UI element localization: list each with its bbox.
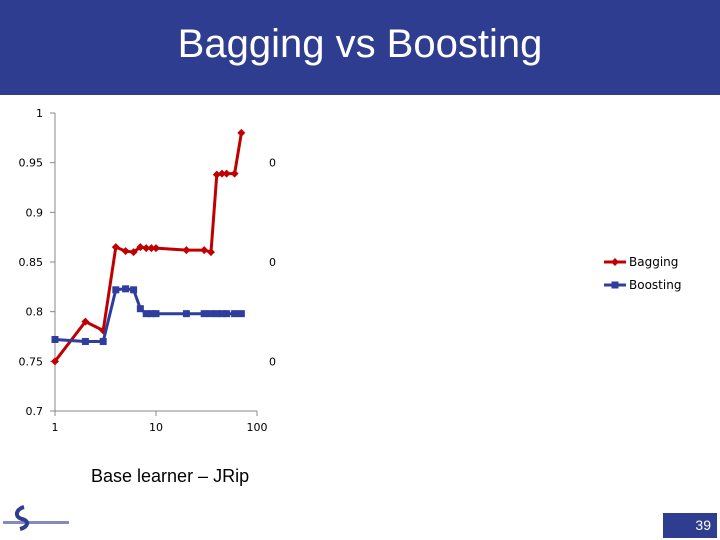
data-point xyxy=(218,310,226,318)
data-point xyxy=(223,310,231,318)
data-point xyxy=(81,337,89,345)
data-point xyxy=(130,286,138,294)
data-point xyxy=(136,243,145,252)
slide-header xyxy=(0,0,720,95)
chart-series xyxy=(51,128,246,366)
data-point xyxy=(152,244,160,253)
data-point xyxy=(200,246,209,255)
data-point xyxy=(206,248,215,257)
data-point xyxy=(142,244,151,253)
chart-legend: Bagging Boosting xyxy=(604,255,681,292)
data-point xyxy=(51,335,59,343)
data-point xyxy=(122,285,130,293)
data-point xyxy=(142,310,150,318)
data-point xyxy=(147,310,155,318)
data-point xyxy=(136,305,144,313)
data-point xyxy=(182,310,190,318)
data-point xyxy=(237,128,246,137)
y-tick-label: 0.8 xyxy=(26,306,44,319)
slide-caption: Base learner – JRip xyxy=(91,466,250,486)
data-point xyxy=(129,248,138,257)
secondary-axis-label: 0 xyxy=(269,157,276,170)
page-number: 39 xyxy=(695,517,711,533)
data-point xyxy=(111,243,120,252)
x-tick-label: 1 xyxy=(52,421,59,434)
page-number-badge: 39 xyxy=(663,513,717,538)
y-tick-label: 0.7 xyxy=(26,405,44,418)
legend-marker xyxy=(611,281,619,289)
secondary-axis-label: 0 xyxy=(269,256,276,269)
data-point xyxy=(51,357,59,366)
data-point xyxy=(212,170,221,179)
data-point xyxy=(121,247,130,256)
x-tick-label: 10 xyxy=(149,421,163,434)
data-point xyxy=(213,310,221,318)
university-logo xyxy=(3,505,69,531)
legend-marker xyxy=(611,258,619,266)
legend-label: Boosting xyxy=(629,278,681,292)
data-point xyxy=(112,286,120,294)
x-tick-label: 100 xyxy=(247,421,268,434)
data-point xyxy=(230,169,239,178)
data-point xyxy=(237,310,245,318)
slide-title: Bagging vs Boosting xyxy=(177,22,543,66)
data-point xyxy=(152,310,160,318)
data-point xyxy=(231,310,239,318)
data-point xyxy=(207,310,215,318)
chart-axes: 0.7 0.75 0.8 0.85 0.9 0.95 1 1 10 100 0 0 0 xyxy=(19,107,277,434)
secondary-axis-label: 0 xyxy=(269,355,276,368)
data-point xyxy=(217,169,226,178)
legend-label: Bagging xyxy=(629,255,678,269)
data-point xyxy=(147,244,156,253)
data-point xyxy=(200,310,208,318)
y-tick-label: 0.85 xyxy=(19,256,44,269)
y-tick-label: 0.9 xyxy=(26,206,44,219)
y-tick-label: 0.95 xyxy=(19,157,44,170)
data-point xyxy=(222,169,231,178)
data-point xyxy=(99,337,107,345)
data-point xyxy=(81,317,90,326)
y-tick-label: 0.75 xyxy=(19,355,44,368)
data-point xyxy=(182,246,191,255)
y-tick-label: 1 xyxy=(36,107,43,120)
